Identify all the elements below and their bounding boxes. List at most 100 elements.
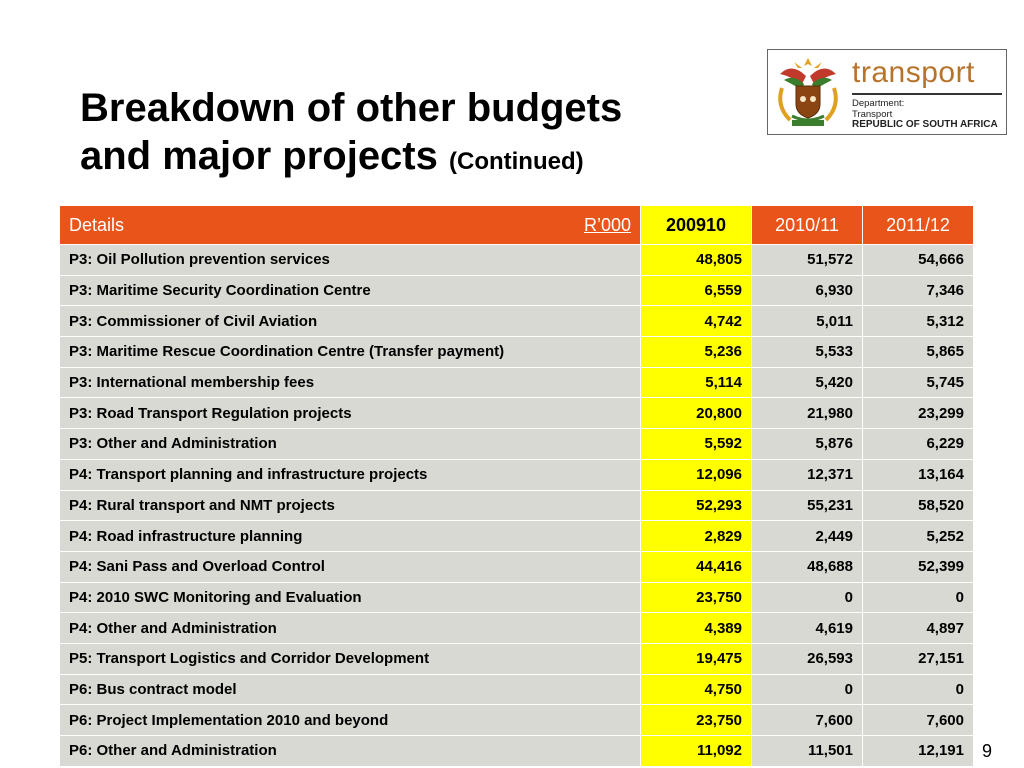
row-value-2009-10: 23,750 [640,704,752,736]
row-value-2010-11: 0 [751,673,863,706]
row-value-2011-12: 4,897 [862,612,974,644]
row-value-2011-12: 6,229 [862,428,974,460]
table-row: P3: Maritime Security Coordination Centr… [59,274,974,307]
row-value-2011-12: 5,865 [862,336,974,368]
table-row: P4: Sani Pass and Overload Control 44,416… [59,550,974,583]
coat-of-arms-icon [778,58,838,126]
row-value-2011-12: 5,312 [862,305,974,338]
row-value-2011-12: 0 [862,581,974,614]
table-row: P3: Oil Pollution prevention services 48,… [59,244,974,276]
row-value-2011-12: 27,151 [862,642,974,675]
row-label: P6: Project Implementation 2010 and beyo… [59,704,641,736]
title-line-2: and major projects [80,134,438,178]
row-label: P6: Bus contract model [59,673,641,706]
row-value-2011-12: 5,252 [862,520,974,552]
row-value-2009-10: 4,750 [640,673,752,706]
header-details-label: Details [69,214,125,235]
row-value-2009-10: 4,742 [640,305,752,338]
row-value-2009-10: 48,805 [640,244,752,276]
title-continued: (Continued) [449,148,584,175]
table-row: P3: Maritime Rescue Coordination Centre … [59,336,974,368]
row-value-2010-11: 7,600 [751,704,863,736]
row-label: P6: Other and Administration [59,735,641,767]
row-value-2010-11: 4,619 [751,612,863,644]
row-label: P4: Sani Pass and Overload Control [59,550,641,583]
row-label: P4: 2010 SWC Monitoring and Evaluation [59,581,641,614]
row-label: P3: International membership fees [59,366,641,399]
table-row: P3: Commissioner of Civil Aviation 4,742 5… [59,305,974,338]
row-label: P4: Road infrastructure planning [59,520,641,552]
table-row: P4: Transport planning and infrastructur… [59,458,974,491]
row-value-2009-10: 52,293 [640,489,752,522]
table-row: P4: Other and Administration 4,389 4,619 4,… [59,612,974,644]
dept-line-3: REPUBLIC OF SOUTH AFRICA [852,119,998,130]
row-label: P4: Rural transport and NMT projects [59,489,641,522]
row-value-2009-10: 23,750 [640,581,752,614]
slide-title: Breakdown of other budgets and major pro… [80,84,622,186]
row-value-2010-11: 55,231 [751,489,863,522]
row-value-2009-10: 12,096 [640,458,752,491]
title-line-1: Breakdown of other budgets [80,86,623,130]
row-value-2009-10: 5,114 [640,366,752,399]
logo-divider [852,93,1002,95]
row-value-2011-12: 52,399 [862,550,974,583]
row-value-2010-11: 51,572 [751,244,863,276]
row-value-2010-11: 12,371 [751,458,863,491]
department-text: Department: Transport REPUBLIC OF SOUTH … [852,98,998,131]
table-row: P3: International membership fees 5,114 5,… [59,366,974,399]
row-value-2009-10: 4,389 [640,612,752,644]
row-value-2010-11: 48,688 [751,550,863,583]
row-label: P3: Commissioner of Civil Aviation [59,305,641,338]
row-value-2009-10: 5,236 [640,336,752,368]
header-details: Details R’000 [59,205,641,245]
row-value-2011-12: 12,191 [862,735,974,767]
row-value-2010-11: 11,501 [751,735,863,767]
dept-line-1: Department: [852,98,905,109]
row-value-2011-12: 0 [862,673,974,706]
row-label: P4: Other and Administration [59,612,641,644]
row-label: P3: Oil Pollution prevention services [59,244,641,276]
row-value-2010-11: 6,930 [751,274,863,307]
table-row: P3: Other and Administration 5,592 5,876 6,… [59,428,974,460]
row-value-2010-11: 5,876 [751,428,863,460]
row-value-2009-10: 2,829 [640,520,752,552]
row-value-2011-12: 7,346 [862,274,974,307]
row-label: P3: Maritime Rescue Coordination Centre … [59,336,641,368]
table-row: P3: Road Transport Regulation projects 20… [59,397,974,430]
table-row: P4: Rural transport and NMT projects 52,2… [59,489,974,522]
table-row: P6: Project Implementation 2010 and beyo… [59,704,974,736]
department-logo: transport Department: Transport REPUBLIC… [767,49,1007,135]
header-year-2009-10: 200910 [640,205,752,245]
table-header-row: Details R’000 200910 2010/11 2011/12 [59,205,974,245]
header-year-2010-11: 2010/11 [751,205,863,245]
row-label: P3: Road Transport Regulation projects [59,397,641,430]
row-label: P3: Other and Administration [59,428,641,460]
row-value-2010-11: 5,420 [751,366,863,399]
row-value-2009-10: 20,800 [640,397,752,430]
table-row: P4: 2010 SWC Monitoring and Evaluation 23… [59,581,974,614]
row-label: P4: Transport planning and infrastructur… [59,458,641,491]
brand-wordmark: transport [852,56,975,89]
row-value-2010-11: 21,980 [751,397,863,430]
row-value-2010-11: 26,593 [751,642,863,675]
row-value-2010-11: 2,449 [751,520,863,552]
row-value-2010-11: 0 [751,581,863,614]
table-body: P3: Oil Pollution prevention services 48,… [59,244,974,767]
row-label: P3: Maritime Security Coordination Centr… [59,274,641,307]
table-row: P6: Other and Administration 11,092 11,501… [59,735,974,767]
row-value-2011-12: 7,600 [862,704,974,736]
row-value-2011-12: 5,745 [862,366,974,399]
row-value-2009-10: 6,559 [640,274,752,307]
row-label: P5: Transport Logistics and Corridor Dev… [59,642,641,675]
row-value-2010-11: 5,533 [751,336,863,368]
table-row: P5: Transport Logistics and Corridor Dev… [59,642,974,675]
row-value-2011-12: 23,299 [862,397,974,430]
table-row: P6: Bus contract model 4,750 0 0 [59,673,974,706]
page-number: 9 [982,741,993,761]
header-unit: R’000 [583,214,631,235]
row-value-2011-12: 58,520 [862,489,974,522]
row-value-2009-10: 11,092 [640,735,752,767]
table-row: P4: Road infrastructure planning 2,829 2,4… [59,520,974,552]
row-value-2011-12: 13,164 [862,458,974,491]
dept-line-2: Transport [852,108,893,120]
